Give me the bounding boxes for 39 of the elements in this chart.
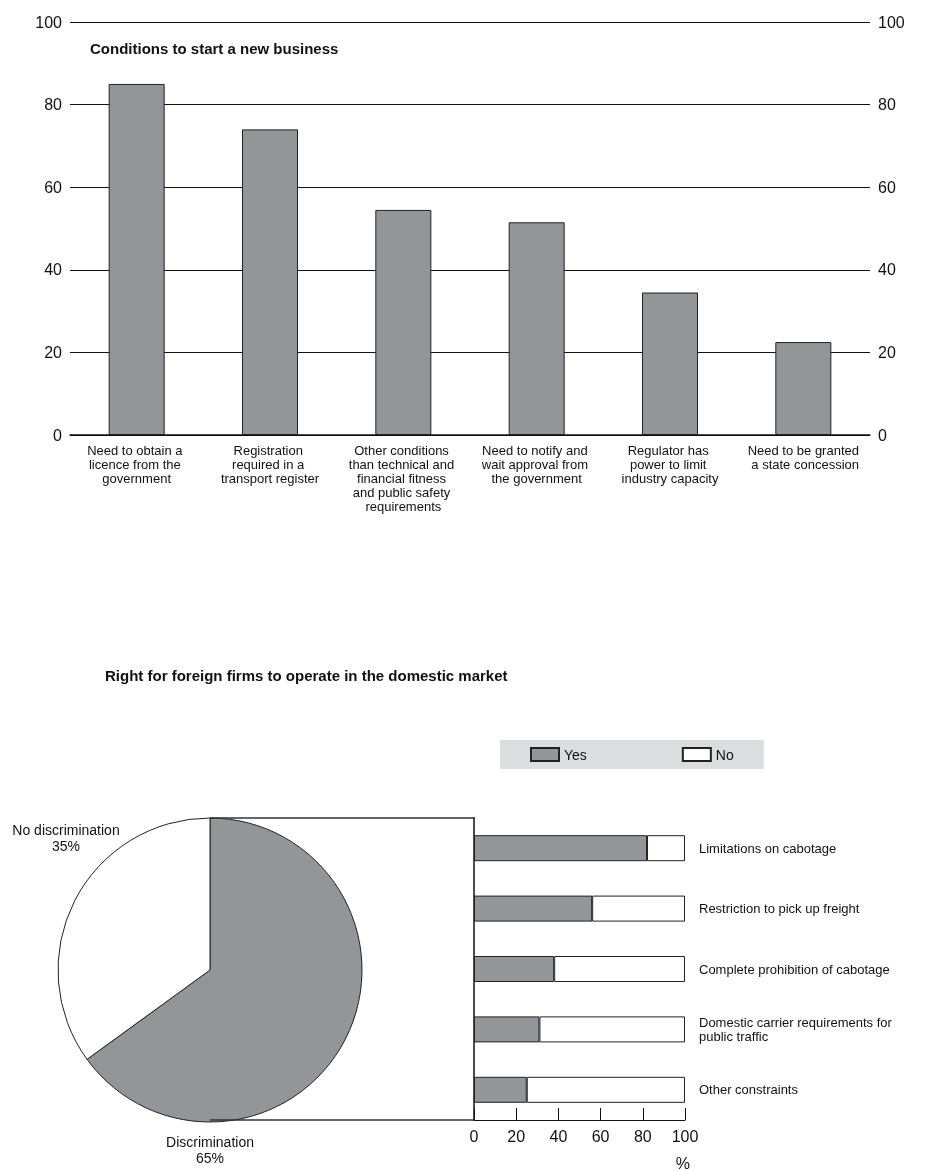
x-tick-label: 40 [549,1127,568,1145]
x-tick-label: Regulator has power to limit industry capacity [621,442,719,486]
y-tick-label: Complete prohibition of cabotage [699,961,890,977]
slice-label: No discrimination [12,822,120,838]
y-tick-label: 100 [35,13,63,31]
slice-label: Discrimination [166,1134,254,1150]
bar [642,292,698,435]
y-tick-label: 60 [44,178,63,196]
y-tick-label: Limitations on cabotage [699,840,837,856]
bar [775,342,832,435]
y-tick-label: 40 [44,261,63,279]
x-tick-label: Need to obtain a licence from the government [87,442,187,486]
x-axis-title: % [675,1154,691,1171]
x-tick-label: 20 [507,1127,526,1145]
y-tick-label: 20 [44,343,63,361]
y-tick-label: Domestic carrier requirements for public traffic [699,1014,896,1044]
x-tick-label: Need to notify and wait approval from the government [480,442,592,486]
data-label: 65% [195,1150,225,1166]
bar [108,83,165,435]
data-label: 35% [51,838,81,854]
bar [508,222,565,435]
y2-tick-label: 100 [878,13,905,31]
x-tick-label: 60 [591,1127,610,1145]
x-tick-label: 100 [671,1127,699,1145]
y-tick-label: 0 [53,426,63,444]
chart-title: Right for foreign firms to operate in the domestic market [105,667,508,684]
y-tick-label: Other constraints [699,1082,799,1098]
bar [375,209,432,435]
x-tick-label: 0 [469,1127,479,1145]
x-tick-label: Registration required in a transport register [220,442,320,486]
legend-label: No [715,746,734,763]
y-tick-label: Restriction to pick up freight [699,901,860,917]
text: Conditions to start a new business [90,40,339,57]
y-tick-label: 80 [44,96,63,114]
x-tick-label: Need to be granted a state concession [747,442,859,472]
bar [242,129,298,435]
legend-label: Yes [564,746,587,763]
x-tick-label: Other conditions than technical and financial fitness and public safety requirements [348,442,458,514]
x-tick-label: 80 [633,1127,652,1145]
